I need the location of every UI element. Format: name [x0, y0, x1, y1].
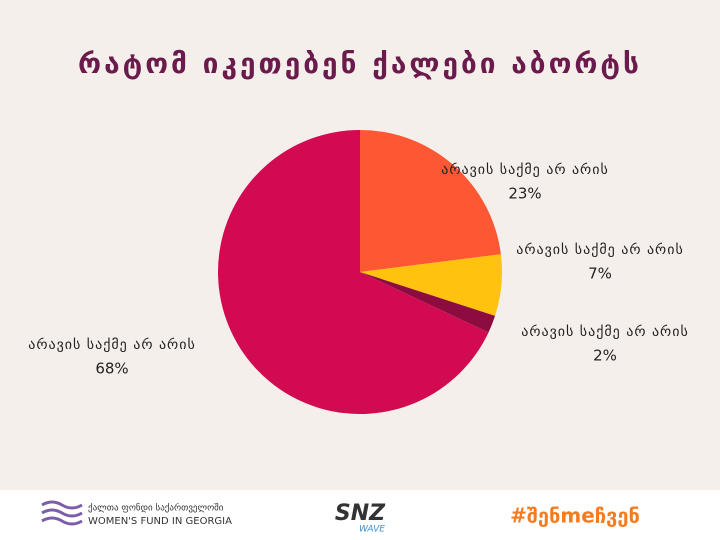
slice-value-label: 7%	[588, 265, 612, 283]
slice-value-label: 2%	[593, 347, 617, 365]
slice-label: არავის საქმე არ არის	[441, 161, 609, 178]
slice-label: არავის საქმე არ არის	[521, 323, 689, 340]
pie-slice	[360, 272, 496, 333]
hashtag-logo: #შენmeჩვენ	[510, 504, 640, 528]
slice-value-label: 68%	[95, 360, 128, 378]
pie-slice	[217, 130, 489, 414]
fund-icon	[41, 500, 83, 526]
pie-slice	[360, 254, 502, 316]
snz-logo: SNZ	[335, 501, 386, 526]
slice-value-label: 23%	[508, 185, 541, 203]
slice-label: არავის საქმე არ არის	[28, 336, 196, 353]
fund-georgian: ქალთა ფონდი საქართველოში	[88, 503, 224, 514]
snz-sub: WAVE	[359, 525, 385, 535]
chart-title: რატომ იკეთებენ ქალები აბორტს	[78, 47, 642, 80]
pie-slice	[360, 130, 501, 272]
footer-band	[0, 490, 720, 540]
slice-label: არავის საქმე არ არის	[516, 241, 684, 258]
fund-english: WOMEN'S FUND IN GEORGIA	[88, 516, 232, 527]
footer-fund-logo: ქალთა ფონდი საქართველოში WOMEN'S FUND IN…	[41, 500, 232, 527]
